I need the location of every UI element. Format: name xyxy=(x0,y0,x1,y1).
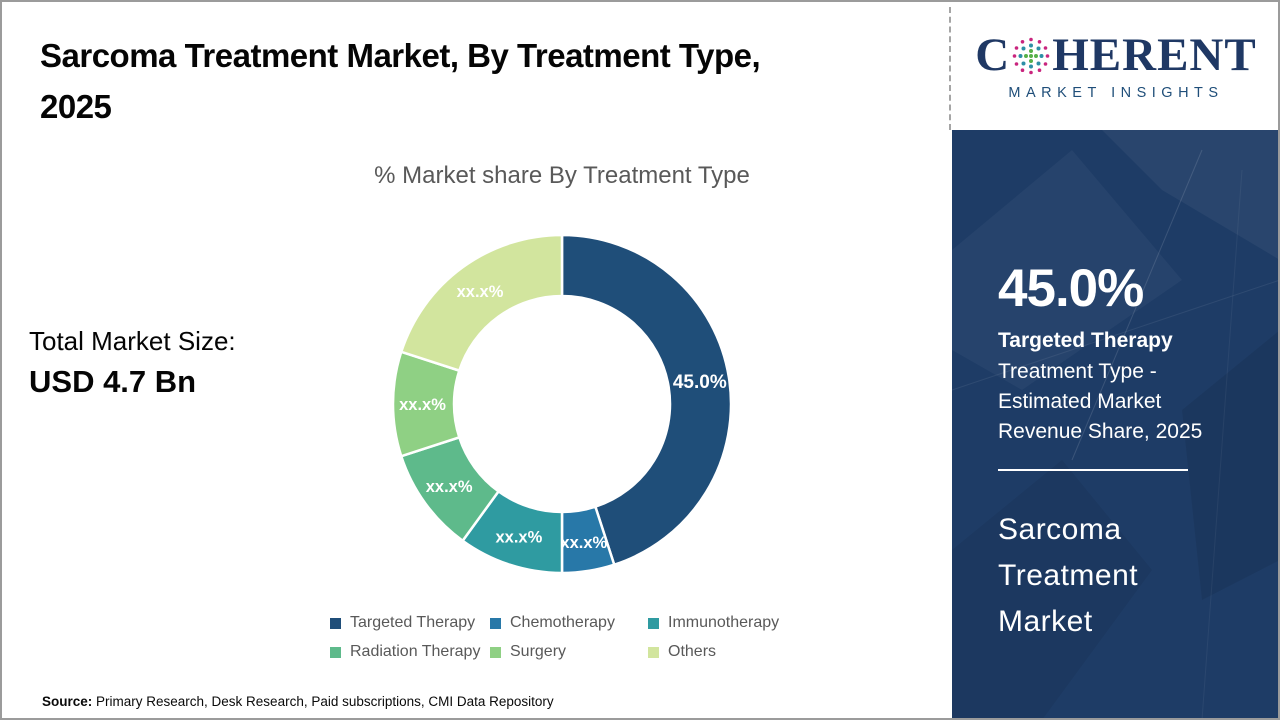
dashed-separator xyxy=(949,7,951,130)
source-text: Primary Research, Desk Research, Paid su… xyxy=(92,694,554,709)
world-map-texture xyxy=(952,130,1278,718)
legend-label: Chemotherapy xyxy=(510,614,615,631)
brand-logo: C HERENT MARKET IN xyxy=(952,2,1278,130)
legend-label: Others xyxy=(668,643,717,660)
chart-legend: Targeted Therapy Chemotherapy Immunother… xyxy=(330,614,818,661)
stat-value: 45.0% xyxy=(998,259,1144,318)
page-title-line1: Sarcoma Treatment Market, By Treatment T… xyxy=(40,37,761,74)
source-label: Source: xyxy=(42,694,93,709)
donut-value-label-2: xx.x% xyxy=(495,529,542,547)
legend-item-chemotherapy: Chemotherapy xyxy=(490,614,648,632)
page-title: Sarcoma Treatment Market, By Treatment T… xyxy=(40,30,761,132)
donut-chart-svg: 45.0% xx.x% xx.x% xx.x% xx.x% xx.x% xyxy=(391,233,733,575)
legend-marker-icon xyxy=(490,646,501,658)
donut-segment-0 xyxy=(560,233,733,567)
donut-value-label-3: xx.x% xyxy=(426,478,473,496)
legend-item-radiation-therapy: Radiation Therapy xyxy=(330,643,490,661)
legend-label: Targeted Therapy xyxy=(350,614,476,631)
legend-label: Radiation Therapy xyxy=(350,643,481,660)
legend-marker-icon xyxy=(490,617,501,629)
total-market-size-value: USD 4.7 Bn xyxy=(29,364,197,399)
source-line: Source: Primary Research, Desk Research,… xyxy=(42,694,554,709)
panel-divider xyxy=(998,469,1188,471)
donut-segment-5 xyxy=(399,233,564,373)
donut-value-label-0: 45.0% xyxy=(673,372,727,393)
legend-item-targeted-therapy: Targeted Therapy xyxy=(330,614,490,632)
page-title-line2: 2025 xyxy=(40,88,112,125)
globe-dots-icon xyxy=(1012,37,1050,75)
chart-title: % Market share By Treatment Type xyxy=(374,162,750,189)
donut-chart: 45.0% xx.x% xx.x% xx.x% xx.x% xx.x% xyxy=(352,194,772,614)
legend-item-immunotherapy: Immunotherapy xyxy=(648,614,818,632)
legend-item-surgery: Surgery xyxy=(490,643,648,661)
highlight-panel: 45.0% Targeted Therapy Treatment Type - … xyxy=(952,130,1278,718)
donut-value-label-4: xx.x% xyxy=(399,396,446,414)
total-market-size-label: Total Market Size: xyxy=(29,326,236,356)
legend-marker-icon xyxy=(648,646,659,658)
donut-value-label-5: xx.x% xyxy=(457,283,504,301)
highlight-panel-content: 45.0% Targeted Therapy Treatment Type - … xyxy=(952,130,1278,645)
stat-segment-name: Targeted Therapy xyxy=(998,329,1173,352)
brand-letter-c: C xyxy=(975,28,1011,81)
brand-letters-herent: HERENT xyxy=(1052,28,1257,81)
stat-description: Treatment Type - Estimated Market Revenu… xyxy=(998,360,1203,443)
donut-value-label-1: xx.x% xyxy=(560,534,607,552)
legend-label: Surgery xyxy=(510,643,567,660)
panel-report-title: Sarcoma Treatment Market xyxy=(998,513,1139,638)
brand-tagline: MARKET INSIGHTS xyxy=(1008,84,1224,101)
brand-wordmark: C HERENT xyxy=(975,28,1257,81)
legend-item-others: Others xyxy=(648,643,818,661)
legend-label: Immunotherapy xyxy=(668,614,780,631)
legend-marker-icon xyxy=(330,646,341,658)
legend-marker-icon xyxy=(330,617,341,629)
legend-marker-icon xyxy=(648,617,659,629)
total-market-size: Total Market Size: USD 4.7 Bn xyxy=(29,326,236,400)
